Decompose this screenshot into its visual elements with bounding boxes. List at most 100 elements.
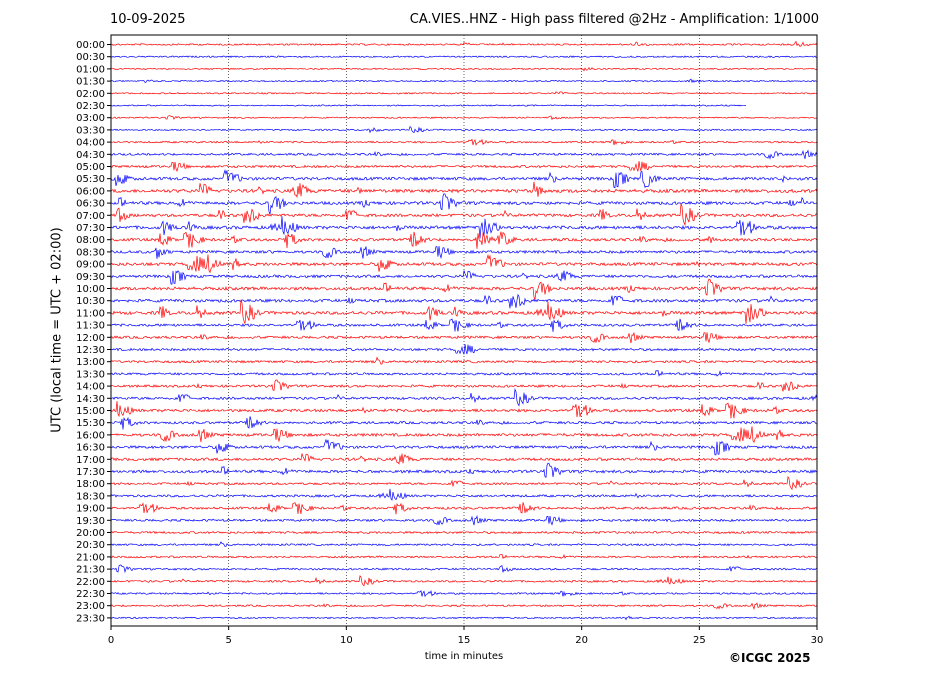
x-axis-ticks: 0 5 10 15 20 25 30: [108, 626, 823, 646]
trace-line: [110, 161, 818, 173]
trace-line: [110, 344, 818, 355]
copyright-text: ©ICGC 2025: [729, 651, 811, 665]
trace-line: [110, 515, 818, 526]
x-tick-label: 5: [225, 635, 231, 646]
x-tick-label: 10: [340, 635, 353, 646]
trace-line: [110, 91, 818, 95]
trace-line: [110, 462, 818, 479]
trace-line: [110, 502, 818, 515]
trace-line: [110, 299, 817, 324]
y-tick-label: 08:00: [76, 235, 105, 246]
trace-line: [110, 553, 817, 560]
y-tick-label: 16:30: [76, 443, 105, 454]
trace-line: [110, 475, 818, 491]
y-tick-label: 05:00: [76, 162, 105, 173]
trace-line: [110, 169, 818, 189]
y-tick-label: 07:30: [76, 223, 105, 234]
trace-line: [110, 293, 818, 309]
trace-line: [110, 530, 818, 535]
trace-line: [110, 401, 818, 419]
trace-line: [110, 40, 818, 48]
y-tick-label: 11:30: [76, 321, 105, 332]
y-tick-label: 09:00: [76, 260, 105, 271]
y-tick-label: 22:30: [76, 589, 105, 600]
trace-line: [110, 602, 818, 610]
y-tick-label: 10:30: [76, 296, 105, 307]
trace-line: [110, 216, 818, 239]
y-tick-label: 12:00: [76, 333, 105, 344]
trace-line: [110, 388, 818, 407]
y-tick-label: 20:00: [76, 528, 105, 539]
y-tick-label: 18:00: [76, 479, 105, 490]
trace-line: [110, 181, 818, 199]
trace-line: [110, 115, 817, 121]
y-tick-label: 03:00: [76, 113, 105, 124]
y-tick-label: 19:30: [76, 516, 105, 527]
plot-frame: [110, 34, 818, 627]
y-tick-label: 15:30: [76, 418, 105, 429]
seismic-traces: [110, 40, 818, 621]
trace-line: [110, 67, 818, 72]
y-tick-label: 02:00: [76, 89, 105, 100]
y-tick-label: 17:00: [76, 455, 105, 466]
y-tick-label: 14:00: [76, 382, 105, 393]
y-tick-label: 06:00: [76, 186, 105, 197]
trace-line: [110, 356, 818, 365]
trace-line: [110, 332, 818, 344]
y-tick-label: 19:00: [76, 504, 105, 515]
y-tick-label: 13:00: [76, 357, 105, 368]
trace-line: [110, 318, 818, 332]
y-tick-label: 22:00: [76, 577, 105, 588]
y-tick-label: 01:00: [76, 64, 105, 75]
x-tick-label: 20: [575, 635, 588, 646]
grid-lines: [228, 35, 700, 626]
y-tick-label: 06:30: [76, 199, 105, 210]
trace-line: [110, 231, 818, 249]
trace-line: [110, 488, 818, 501]
y-tick-label: 14:30: [76, 394, 105, 405]
trace-line: [110, 149, 818, 160]
y-tick-label: 04:30: [76, 150, 105, 161]
chart-title: CA.VIES..HNZ - High pass filtered @2Hz -…: [409, 12, 819, 27]
y-tick-label: 16:00: [76, 430, 105, 441]
trace-line: [110, 379, 818, 392]
y-tick-label: 02:30: [76, 101, 105, 112]
trace-line: [110, 254, 818, 274]
y-tick-label: 23:00: [76, 601, 105, 612]
y-tick-label: 18:30: [76, 491, 105, 502]
trace-line: [110, 270, 818, 285]
y-tick-label: 15:00: [76, 406, 105, 417]
y-tick-label: 21:00: [76, 552, 105, 563]
y-tick-label: 05:30: [76, 174, 105, 185]
trace-line: [110, 564, 818, 574]
x-tick-label: 0: [108, 635, 114, 646]
trace-line: [110, 78, 818, 84]
trace-line: [110, 615, 818, 621]
x-tick-label: 25: [693, 635, 706, 646]
trace-line: [110, 369, 818, 377]
chart-date: 10-09-2025: [110, 12, 186, 27]
y-tick-label: 00:00: [76, 40, 105, 51]
y-tick-label: 13:30: [76, 369, 105, 380]
trace-line: [110, 453, 818, 465]
trace-line: [110, 589, 818, 598]
y-tick-label: 21:30: [76, 565, 105, 576]
y-tick-label: 03:30: [76, 125, 105, 136]
trace-line: [110, 541, 818, 547]
trace-line: [111, 193, 818, 215]
trace-line: [110, 104, 747, 107]
y-tick-label: 11:00: [76, 308, 105, 319]
y-tick-label: 10:00: [76, 284, 105, 295]
y-tick-label: 09:30: [76, 272, 105, 283]
y-tick-label: 00:30: [76, 52, 105, 63]
trace-line: [111, 575, 818, 587]
y-tick-label: 08:30: [76, 247, 105, 258]
trace-line: [110, 138, 818, 146]
y-tick-label: 01:30: [76, 77, 105, 88]
trace-line: [110, 125, 818, 134]
y-tick-label: 17:30: [76, 467, 105, 478]
trace-line: [110, 278, 818, 300]
y-tick-label: 07:00: [76, 211, 105, 222]
